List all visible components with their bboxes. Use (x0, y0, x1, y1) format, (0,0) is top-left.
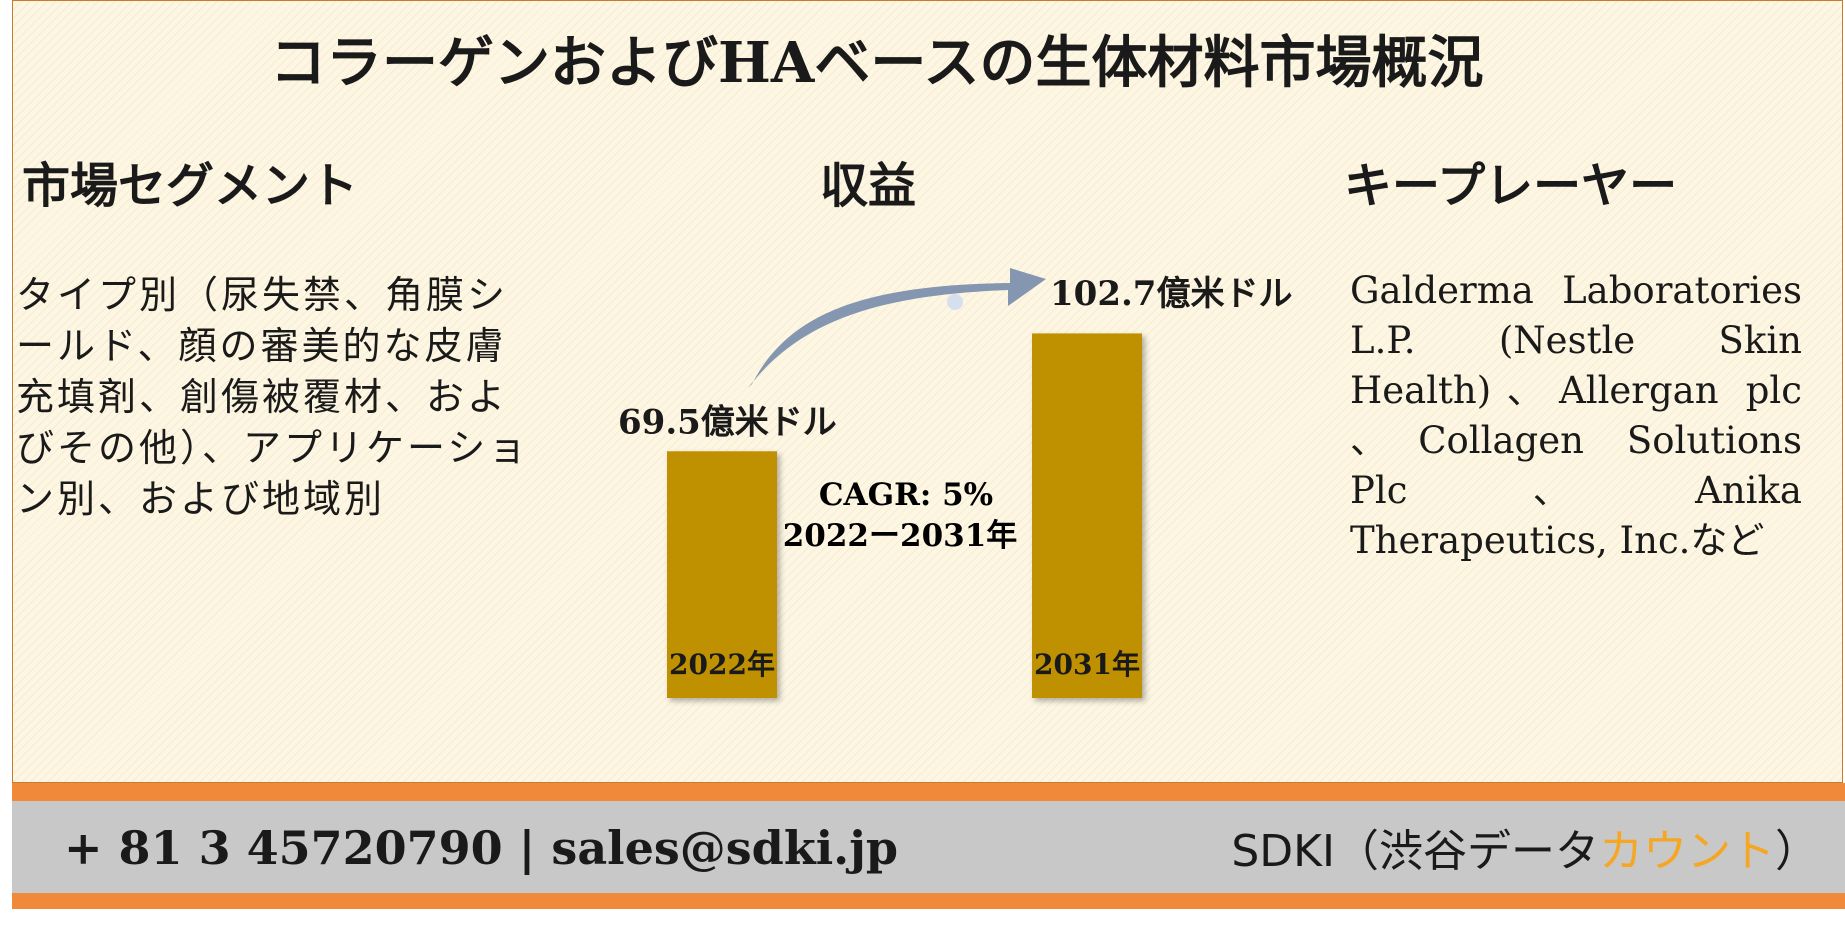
growth-arrow (748, 268, 1046, 388)
key-players-text: Galderma Laboratories L.P. (Nestle Skin … (1350, 269, 1802, 562)
brand-main: SDKI（渋谷データ (1231, 826, 1599, 877)
bar-1 (1032, 333, 1142, 698)
brand-name: SDKI（渋谷データカウント） (1231, 815, 1819, 879)
value-label-1: 102.7億米ドル (1050, 274, 1292, 314)
revenue-heading: 収益 (820, 158, 917, 214)
key-players-heading: キープレーヤー (1344, 158, 1678, 214)
footer-band: + 81 3 45720790 | sales@sdki.jp SDKI（渋谷デ… (12, 801, 1845, 893)
overview-panel (12, 0, 1843, 783)
segment-text: タイプ別（尿失禁、角膜シールド、顔の審美的な皮膚充填剤、創傷被覆材、およびその他… (16, 273, 530, 521)
cagr-label: CAGR: 5% (819, 477, 993, 513)
value-label-0: 69.5億米ドル (618, 402, 837, 442)
bar-0 (667, 451, 777, 698)
arrow-highlight-dot (947, 294, 963, 310)
brand-end: ） (1775, 826, 1819, 877)
revenue-chart: 2022年 69.5億米ドル 2031年 102.7億米ドル CAGR: 5% 202… (618, 268, 1292, 698)
segment-heading: 市場セグメント (22, 158, 359, 214)
brand-accent: カウント (1599, 826, 1775, 877)
footer-accent-top (12, 783, 1845, 801)
footer-accent-bottom (12, 893, 1845, 909)
category-label-0: 2022年 (669, 648, 775, 681)
cagr-period-label: 2022ー2031年 (783, 518, 1018, 554)
contact-info: + 81 3 45720790 | sales@sdki.jp (64, 821, 898, 875)
category-label-1: 2031年 (1034, 648, 1140, 681)
page-title: コラーゲンおよびHAベースの生体材料市場概況 (270, 30, 1484, 96)
